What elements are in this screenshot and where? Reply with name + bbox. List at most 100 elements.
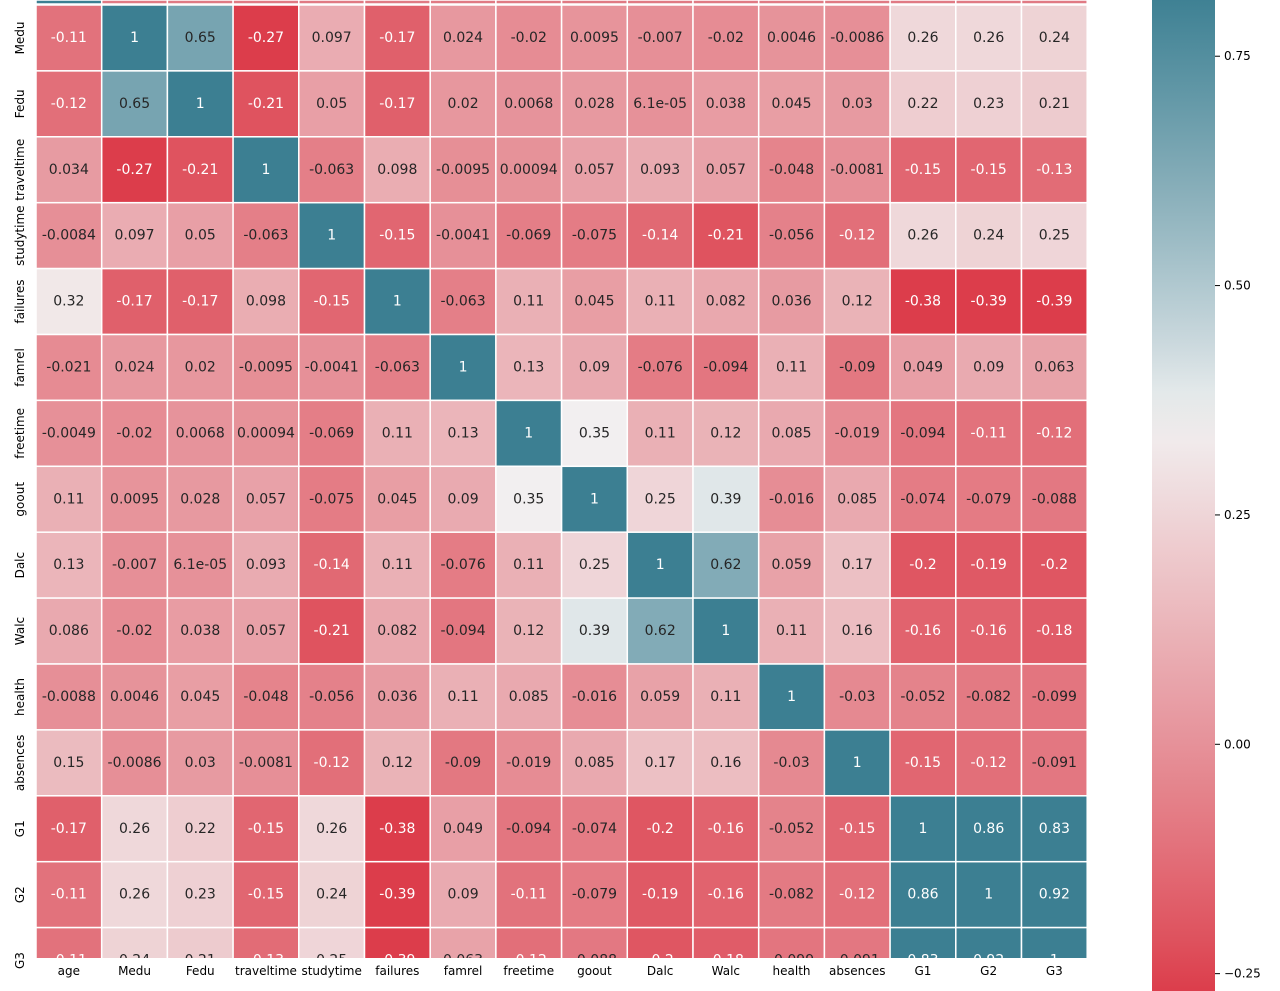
cell-G1-G3	[1020, 795, 1088, 863]
partial-row-cell	[298, 0, 366, 5]
cell-label-Walc-health: 0.11	[776, 623, 807, 639]
cell-label-failures-Dalc: 0.11	[645, 294, 676, 310]
cell-Dalc-Fedu	[166, 531, 234, 599]
partial-row-cell	[363, 0, 431, 5]
cell-studytime-Medu	[100, 201, 169, 270]
cell-G2-Medu	[100, 860, 169, 929]
cell-label-Dalc-health: 0.059	[772, 557, 812, 573]
cell-absences-Medu	[100, 729, 169, 797]
x-tick-labels: age Medu Fedu traveltime studytime failures fa…	[58, 964, 1063, 978]
x-tick-failures: failures	[375, 964, 419, 978]
cell-G2-failures	[363, 860, 431, 929]
cell-label-Fedu-health: 0.045	[772, 96, 812, 112]
cell-absences-health	[757, 729, 826, 797]
cell-label-G1-traveltime: -0.15	[248, 821, 284, 837]
cell-health-Medu	[100, 663, 169, 731]
partial-row-cell	[100, 0, 169, 5]
partial-row-cell	[823, 0, 891, 5]
cell-label-G2-absences: -0.12	[839, 887, 875, 903]
cell-label-absences-G3: -0.091	[1032, 755, 1077, 771]
cell-label-failures-traveltime: 0.098	[246, 294, 286, 310]
cell-label-famrel-traveltime: -0.0095	[239, 359, 293, 375]
y-tick-absences: absences	[13, 735, 27, 791]
cell-label-Fedu-absences: 0.03	[842, 96, 873, 112]
cell-traveltime-studytime	[298, 136, 366, 204]
cell-goout-freetime	[495, 465, 563, 533]
cell-studytime-freetime	[495, 201, 563, 270]
cell-famrel-studytime	[298, 333, 366, 402]
cell-label-freetime-G1: -0.094	[900, 425, 945, 441]
cell-Medu-age	[35, 4, 103, 72]
partial-row-cell	[955, 0, 1023, 5]
cell-traveltime-traveltime	[232, 136, 300, 204]
cell-label-famrel-failures: -0.063	[375, 359, 420, 375]
cell-studytime-famrel	[429, 201, 497, 270]
cell-label-health-Walc: 0.11	[710, 689, 741, 705]
cell-label-traveltime-Medu: -0.27	[116, 162, 152, 178]
cell-Dalc-failures	[363, 531, 431, 599]
cell-label-G2-age: -0.11	[51, 887, 87, 903]
cell-label-absences-Medu: -0.0086	[108, 755, 162, 771]
cell-label-famrel-G1: 0.049	[903, 359, 943, 375]
cell-label-G2-G3: 0.92	[1039, 887, 1070, 903]
cell-Dalc-G2	[955, 531, 1023, 599]
cell-famrel-Fedu	[166, 333, 234, 402]
cell-label-health-goout: -0.016	[572, 689, 617, 705]
cell-label-freetime-studytime: -0.069	[309, 425, 354, 441]
cell-label-failures-G1: -0.38	[905, 294, 941, 310]
cell-label-freetime-age: -0.0049	[42, 425, 96, 441]
cell-label-failures-famrel: -0.063	[440, 294, 485, 310]
cell-label-absences-famrel: -0.09	[445, 755, 481, 771]
cell-G1-Medu	[100, 795, 169, 863]
cell-traveltime-G3	[1020, 136, 1088, 204]
cell-freetime-G3	[1020, 399, 1088, 468]
cell-label-G1-age: -0.17	[51, 821, 87, 837]
cell-label-Walc-Dalc: 0.62	[645, 623, 676, 639]
cell-label-Walc-absences: 0.16	[842, 623, 873, 639]
y-tick-labels: Medu Fedu traveltime studytime failures famre…	[13, 21, 27, 969]
colorbar-tick-label: 0.75	[1224, 49, 1251, 63]
cell-goout-failures	[363, 465, 431, 533]
y-tick-Fedu: Fedu	[13, 89, 27, 118]
cell-traveltime-famrel	[429, 136, 497, 204]
cell-label-G2-Medu: 0.26	[119, 887, 150, 903]
cell-studytime-failures	[363, 201, 431, 270]
cell-label-Walc-freetime: 0.12	[513, 623, 544, 639]
cell-label-Fedu-G3: 0.21	[1039, 96, 1070, 112]
cell-label-Fedu-G2: 0.23	[973, 96, 1004, 112]
cell-label-traveltime-G3: -0.13	[1036, 162, 1072, 178]
cell-label-G2-health: -0.082	[769, 887, 814, 903]
cell-label-absences-health: -0.03	[773, 755, 809, 771]
cell-Medu-freetime	[495, 4, 563, 72]
cell-label-G2-G2: 1	[984, 887, 993, 903]
cell-label-G2-famrel: 0.09	[447, 887, 478, 903]
cell-label-failures-goout: 0.045	[574, 294, 614, 310]
cell-label-goout-G2: -0.079	[966, 491, 1011, 507]
cell-freetime-Fedu	[166, 399, 234, 468]
cell-label-Fedu-goout: 0.028	[574, 96, 614, 112]
x-tick-Fedu: Fedu	[186, 964, 215, 978]
cell-Fedu-failures	[363, 70, 431, 138]
cell-G1-studytime	[298, 795, 366, 863]
cell-absences-G3	[1020, 729, 1088, 797]
cell-label-G1-freetime: -0.094	[506, 821, 551, 837]
cell-label-health-G2: -0.082	[966, 689, 1011, 705]
cell-goout-age	[35, 465, 103, 533]
cell-label-studytime-Walc: -0.21	[708, 228, 744, 244]
cell-Walc-Walc	[692, 597, 760, 665]
cell-label-Medu-Fedu: 0.65	[185, 30, 216, 46]
cell-label-failures-freetime: 0.11	[513, 294, 544, 310]
cell-Fedu-Medu	[100, 70, 169, 138]
cell-label-famrel-Medu: 0.024	[115, 359, 155, 375]
colorbar-tick-label: 0.25	[1224, 508, 1251, 522]
x-tick-absences: absences	[829, 964, 885, 978]
cell-label-studytime-traveltime: -0.063	[243, 228, 288, 244]
cell-label-Medu-G2: 0.26	[973, 30, 1004, 46]
partial-row-cell	[560, 0, 629, 5]
cell-label-Walc-G1: -0.16	[905, 623, 941, 639]
cell-health-failures	[363, 663, 431, 731]
cell-Walc-absences	[823, 597, 891, 665]
cell-health-freetime	[495, 663, 563, 731]
cell-failures-G3	[1020, 267, 1088, 336]
cell-Dalc-age	[35, 531, 103, 599]
